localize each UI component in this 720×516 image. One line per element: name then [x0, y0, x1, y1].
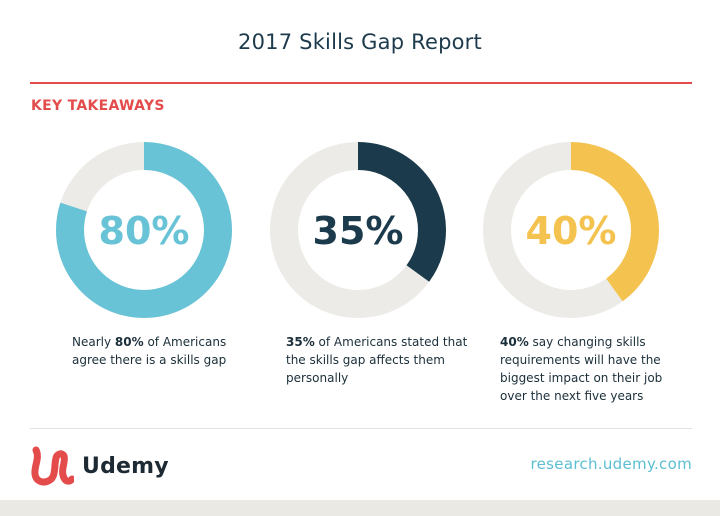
donut-chart-1: 80%	[56, 142, 232, 318]
takeaway-text-2: 35% of Americans stated that the skills …	[286, 333, 476, 387]
takeaway-text-3: 40% say changing skills requirements wil…	[500, 333, 690, 405]
takeaway-2-bold: 35%	[286, 335, 315, 349]
title-divider	[30, 82, 692, 84]
takeaway-2-after: of Americans stated that the skills gap …	[286, 335, 468, 385]
takeaway-text-1: Nearly 80% of Americans agree there is a…	[72, 333, 262, 369]
section-label: KEY TAKEAWAYS	[31, 98, 165, 114]
donut-svg-1: 80%	[56, 142, 232, 318]
donut-3-value-slice	[483, 142, 659, 318]
donut-chart-2: 35%	[270, 142, 446, 318]
donut-2-value-slice	[270, 142, 446, 318]
donut-2-percent-label: 35%	[313, 209, 404, 253]
footer-divider	[30, 428, 692, 429]
takeaway-1-before: Nearly	[72, 335, 115, 349]
takeaway-3-bold: 40%	[500, 335, 529, 349]
page-title: 2017 Skills Gap Report	[238, 30, 482, 54]
brand-name: Udemy	[82, 453, 169, 479]
website-link[interactable]: research.udemy.com	[530, 455, 692, 473]
donut-svg-2: 35%	[270, 142, 446, 318]
report-card: 2017 Skills Gap Report KEY TAKEAWAYS 80%…	[0, 0, 720, 500]
donut-1-value-slice	[56, 142, 232, 318]
takeaway-1-bold: 80%	[114, 335, 144, 349]
donut-chart-3: 40%	[483, 142, 659, 318]
donut-svg-3: 40%	[483, 142, 659, 318]
donut-1-percent-label: 80%	[99, 209, 190, 253]
takeaway-3-after: say changing skills requirements will ha…	[500, 335, 663, 403]
takeaway-1-after: of Americans agree there is a skills gap	[72, 335, 227, 367]
udemy-u-logo-icon	[31, 446, 74, 486]
donut-3-percent-label: 40%	[526, 209, 617, 253]
udemy-logo: Udemy	[30, 446, 169, 486]
